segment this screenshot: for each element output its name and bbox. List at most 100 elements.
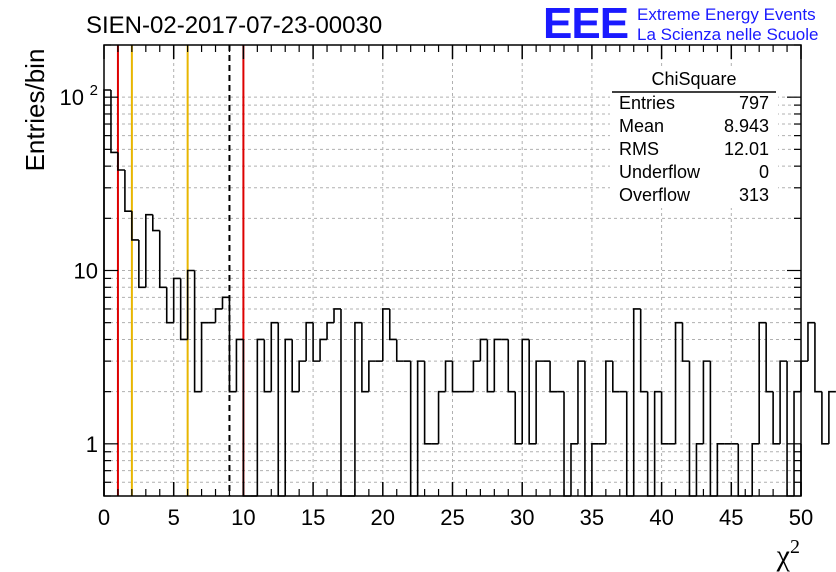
histogram-bin: [200, 321, 209, 392]
histogram-bin: [368, 360, 376, 392]
y-tick-label: 10: [60, 85, 84, 110]
x-tick-label: 40: [649, 505, 673, 530]
histogram-bin: [702, 360, 711, 444]
histogram-bin: [549, 361, 558, 393]
y-axis-label: Entries/bin: [20, 49, 50, 172]
histogram-bin: [437, 390, 446, 444]
histogram-bin: [674, 321, 683, 444]
stats-label-entries: Entries: [619, 93, 675, 113]
x-tick-label: 0: [98, 505, 110, 530]
histogram-bin: [256, 338, 265, 496]
histogram-bin: [270, 321, 279, 392]
logo-mark: EEE: [543, 0, 628, 48]
histogram-bin: [395, 339, 404, 362]
histogram-bin: [800, 360, 808, 392]
histogram-bin: [124, 170, 132, 212]
histogram-bin: [472, 360, 481, 392]
x-tick-label: 25: [440, 505, 464, 530]
histogram-bin: [165, 287, 174, 324]
x-tick-label: 20: [371, 505, 395, 530]
histogram-bin: [479, 338, 488, 362]
histogram-bin: [354, 321, 362, 496]
x-tick-label: 15: [301, 505, 325, 530]
y-tick-label-sup: 2: [90, 82, 98, 99]
histogram-bin: [284, 338, 293, 496]
histogram-bin: [493, 338, 502, 392]
histogram-bin: [423, 361, 432, 445]
histogram-bin: [681, 322, 690, 362]
histogram-bin: [193, 270, 202, 393]
histogram-bin: [709, 361, 718, 497]
histogram-bin: [772, 391, 781, 445]
histogram-bin: [779, 360, 788, 444]
histogram-bin: [535, 360, 544, 444]
stats-value-mean: 8.943: [724, 116, 769, 136]
histogram-bin: [605, 360, 613, 444]
histogram-bin: [305, 321, 314, 362]
histogram-bin: [660, 391, 669, 445]
histogram-bin: [291, 339, 300, 393]
histogram-bin: [333, 308, 341, 323]
stats-value-entries: 797: [739, 93, 769, 113]
histogram-bin: [514, 391, 523, 445]
histogram-bin: [158, 230, 167, 289]
histogram-bin: [507, 339, 516, 393]
histogram-bin: [340, 308, 348, 497]
axes: 0 5 10 15 20 25 30 35 40 45 50 1 10 10 2: [60, 44, 813, 530]
y-tick-label-base: 10: [60, 85, 84, 110]
histogram-bin: [716, 443, 725, 496]
histogram-bin: [382, 308, 390, 362]
histogram-bin: [242, 339, 251, 497]
histogram-bin: [319, 338, 328, 362]
stats-value-underflow: 0: [759, 162, 769, 182]
histogram-bin: [807, 321, 815, 362]
x-axis-label-main: χ: [776, 539, 791, 572]
histogram-bin: [786, 361, 795, 497]
x-tick-label: 45: [719, 505, 743, 530]
histogram-bin: [444, 360, 453, 392]
chart-title: SIEN-02-2017-07-23-00030: [86, 12, 382, 39]
histogram-bin: [138, 239, 146, 289]
x-tick-label: 5: [168, 505, 180, 530]
histogram-bin: [361, 322, 369, 393]
histogram-bin: [751, 443, 760, 496]
histogram-bin: [632, 308, 641, 496]
histogram-bin: [416, 360, 425, 496]
histogram-bin: [486, 339, 495, 393]
histogram-bin: [235, 338, 244, 392]
histogram-bin: [117, 152, 125, 171]
histogram-bin: [639, 308, 648, 393]
stats-box: ChiSquare Entries 797 Mean 8.943 RMS 12.…: [610, 68, 778, 208]
stats-title: ChiSquare: [651, 69, 736, 89]
y-tick-label-base: 10: [74, 259, 98, 284]
x-axis-label-sup: 2: [790, 536, 800, 558]
histogram-bin: [186, 269, 195, 340]
histogram-bin: [326, 321, 335, 340]
histogram-bin: [409, 361, 418, 497]
histogram-bin: [228, 297, 237, 393]
histogram-bin: [584, 361, 592, 497]
x-axis-label: χ2: [776, 536, 800, 572]
plot-frame: [103, 44, 802, 497]
histogram-bin: [570, 443, 578, 496]
eee-logo: EEE Extreme Energy Events La Scienza nel…: [543, 0, 818, 48]
histogram-bin: [221, 296, 230, 309]
histogram-bin: [828, 390, 836, 444]
logo-line-2: La Scienza nelle Scuole: [637, 25, 818, 44]
histogram-bin: [312, 322, 321, 362]
stats-label-overflow: Overflow: [619, 185, 691, 205]
stats-label-rms: RMS: [619, 139, 659, 159]
histogram-bin: [263, 339, 272, 393]
stats-value-rms: 12.01: [724, 139, 769, 159]
stats-value-overflow: 313: [739, 185, 769, 205]
histogram-bin: [577, 360, 585, 444]
histogram-bin: [814, 322, 822, 393]
histogram-bin: [388, 308, 397, 341]
histogram-bin: [214, 308, 223, 323]
histogram-bin: [172, 277, 181, 323]
histogram-bin: [521, 338, 530, 444]
histogram-bin: [612, 361, 620, 393]
histogram-bin: [298, 360, 307, 392]
histogram-bin: [591, 443, 599, 496]
